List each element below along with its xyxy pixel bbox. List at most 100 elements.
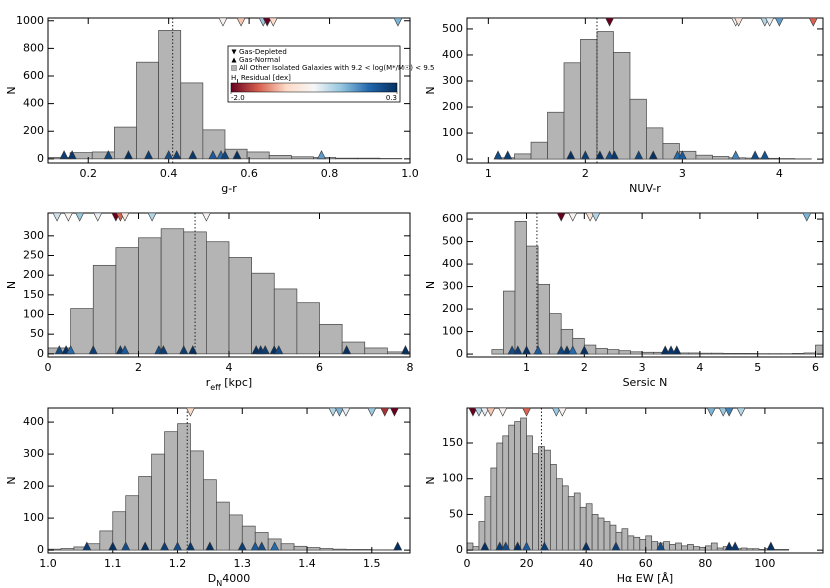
gas-normal-marker [88, 345, 98, 355]
y-tick-label: 100 [23, 511, 44, 524]
hist-bar [508, 424, 516, 551]
hist-bar [357, 157, 381, 160]
hist-bar [778, 158, 796, 160]
legend-symbol [231, 65, 237, 71]
hist-bar [621, 528, 629, 551]
hist-bar [563, 62, 581, 160]
gas-normal-marker [400, 345, 410, 355]
gas-normal-marker [188, 150, 198, 160]
x-tick-label: 20 [520, 557, 534, 570]
hist-bar [190, 450, 204, 551]
hist-bar [496, 442, 504, 551]
gas-depleted-marker [498, 407, 508, 417]
hist-bar [585, 503, 593, 551]
hist-bar [280, 543, 295, 551]
hist-bar [484, 496, 492, 551]
hist-bar [745, 353, 759, 355]
y-tick-label: 50 [30, 327, 44, 340]
gas-normal-marker [123, 150, 133, 160]
legend-symbol [231, 57, 237, 63]
x-tick-label: 1.3 [234, 557, 252, 570]
gas-normal-marker [513, 541, 523, 551]
hist-bar [792, 353, 805, 355]
colorbar-label-part: Residual [dex] [239, 74, 292, 82]
gas-normal-marker [760, 150, 770, 160]
y-tick-label: 600 [23, 69, 44, 82]
x-tick-label: 0.8 [321, 167, 339, 180]
hist-bar [549, 313, 562, 355]
gas-normal-marker [648, 150, 658, 160]
x-tick-label: 3 [679, 167, 686, 180]
x-tick-label: 1 [523, 361, 530, 374]
x-axis-label-part: N [216, 579, 222, 588]
x-tick-label: 1.1 [104, 557, 122, 570]
x-tick-label: 3 [639, 361, 646, 374]
gas-depleted-marker [605, 17, 615, 27]
gas-normal-marker [513, 345, 523, 355]
hist-bar [203, 479, 217, 551]
y-tick-label: 400 [442, 257, 463, 270]
hist-bar [306, 547, 321, 551]
axes-frame [47, 17, 411, 164]
hist-bar [641, 351, 655, 355]
y-axis-label: N [424, 281, 437, 289]
hist-bar [596, 31, 614, 160]
gas-normal-marker [140, 541, 150, 551]
gas-depleted-marker [328, 407, 338, 417]
hist-bar [687, 352, 701, 355]
hist-bar [758, 549, 766, 551]
hist-bar [815, 344, 824, 355]
hist-bar [228, 257, 252, 355]
hist-bar [180, 82, 204, 160]
legend-symbol [231, 49, 237, 55]
hist-bar [580, 38, 598, 160]
hist-bar [699, 352, 712, 355]
gas-depleted-marker [556, 212, 566, 222]
y-tick-label: 600 [442, 212, 463, 225]
x-axis-label-part: Sersic N [623, 376, 668, 389]
hist-bar [544, 449, 551, 551]
x-axis-label-part: g-r [221, 182, 237, 195]
hist-bar [695, 154, 713, 160]
x-tick-label: 4 [696, 361, 703, 374]
hist-bar [160, 228, 185, 355]
y-tick-label: 50 [449, 507, 463, 520]
hist-bar [164, 431, 178, 551]
gas-depleted-marker [557, 407, 567, 417]
gas-normal-marker [568, 345, 578, 355]
gas-normal-marker [503, 150, 513, 160]
x-axis-label: reff [kpc] [206, 376, 252, 392]
gas-depleted-marker [568, 212, 578, 222]
hist-bar [639, 539, 647, 551]
x-tick-label: 1.0 [39, 557, 57, 570]
x-tick-label: 1.0 [401, 167, 419, 180]
hist-bar [319, 323, 343, 355]
x-tick-label: 0 [464, 557, 471, 570]
hist-bar [158, 30, 182, 160]
gas-depleted-marker [93, 212, 103, 222]
x-axis-label: Sersic N [623, 376, 668, 389]
hist-bar [125, 495, 140, 551]
hist-bar [663, 541, 670, 551]
gas-normal-marker [257, 541, 267, 551]
hist-bar [251, 272, 275, 355]
hist-bar [177, 423, 191, 551]
hist-bar [112, 511, 127, 551]
hist-bar [114, 126, 137, 160]
gas-normal-marker [730, 541, 740, 551]
hist-bar [296, 302, 320, 355]
gas-depleted-marker [808, 17, 818, 27]
hist-bar [746, 548, 754, 551]
gas-depleted-marker [551, 407, 561, 417]
hist-bar [561, 485, 569, 551]
x-axis-label-part: [kpc] [221, 376, 252, 389]
x-axis-label: g-r [221, 182, 237, 195]
colorbar-label: HI Residual [dex] [231, 74, 291, 87]
y-tick-label: 300 [23, 447, 44, 460]
x-tick-label: 60 [639, 557, 653, 570]
gas-normal-marker [103, 150, 113, 160]
hist-bar [332, 548, 347, 551]
gas-depleted-marker [522, 407, 532, 417]
gas-normal-marker [274, 345, 284, 355]
y-tick-label: 300 [23, 229, 44, 242]
